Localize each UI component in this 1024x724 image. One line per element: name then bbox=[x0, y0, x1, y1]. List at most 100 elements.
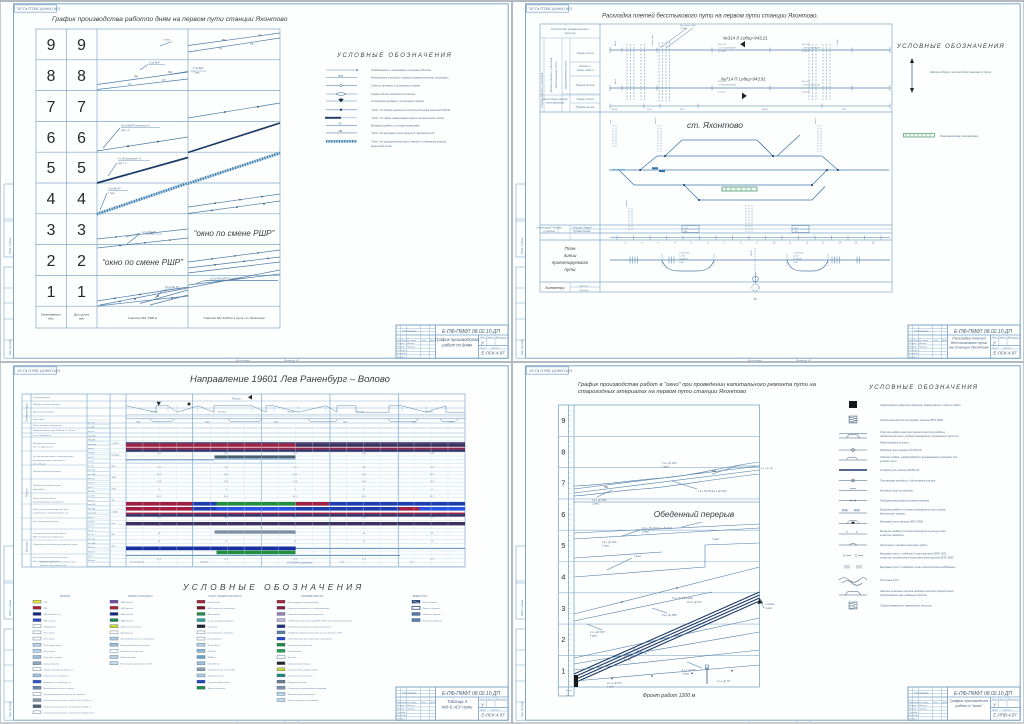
svg-text:бесстыкового пути: бесстыкового пути bbox=[951, 341, 988, 345]
svg-text:25 м сварн. рельсы: 25 м сварн. рельсы bbox=[43, 657, 63, 659]
svg-text:з/уд: з/уд bbox=[111, 545, 115, 548]
svg-text:12,4: 12,4 bbox=[362, 480, 367, 483]
svg-text:Р65 с Волжск. з-д: Р65 с Волжск. з-д bbox=[44, 613, 62, 616]
svg-text:УУ: УУ bbox=[128, 82, 132, 86]
svg-text:Рихтовка пути.: Рихтовка пути. bbox=[880, 578, 900, 582]
svg-text:вход: вход bbox=[609, 120, 612, 124]
svg-text:442,5: 442,5 bbox=[614, 40, 617, 46]
svg-text:L=60: L=60 bbox=[793, 262, 799, 264]
svg-text:3: 3 bbox=[77, 222, 86, 239]
svg-text:Е-ПФ-ПМФТ 08.02.10 ДП: Е-ПФ-ПМФТ 08.02.10 ДП bbox=[442, 691, 500, 697]
svg-text:9: 9 bbox=[47, 37, 56, 54]
svg-text:в: в bbox=[567, 693, 568, 695]
svg-text:нов. услов: нов. услов bbox=[88, 444, 96, 446]
svg-text:балластной призмы.: балластной призмы. bbox=[880, 511, 906, 515]
svg-text:дл. 29,97: дл. 29,97 bbox=[88, 426, 95, 429]
svg-text:Менее 20 см: Менее 20 см bbox=[208, 645, 221, 647]
svg-text:3 в.з. Дч ИЧУ: 3 в.з. Дч ИЧУ bbox=[662, 462, 677, 465]
svg-text:УУ: УУ bbox=[162, 78, 166, 82]
svg-text:расч. к: расч. к bbox=[87, 556, 93, 558]
svg-text:2000 шт./км: 2000 шт./км bbox=[120, 608, 134, 610]
svg-text:Пассажирская платформа: Пассажирская платформа bbox=[940, 134, 978, 138]
svg-text:Число негодных шпал с: Число негодных шпал с bbox=[33, 497, 57, 500]
svg-text:Опробывание и смазывание стыко: Опробывание и смазывание стыковых болтов bbox=[371, 68, 431, 72]
svg-text:Мосты и насыпи, переезды: Мосты и насыпи, переезды bbox=[33, 403, 61, 406]
svg-text:Оформленное закрытие перегона: Оформленное закрытие перегона, правка ма… bbox=[880, 403, 962, 407]
svg-text:12,4: 12,4 bbox=[340, 561, 345, 564]
svg-text:4 х 30 монолитн - 3: 4 х 30 монолитн - 3 bbox=[118, 158, 142, 161]
svg-text:Е-ЛСК-4.97: Е-ЛСК-4.97 bbox=[481, 351, 505, 356]
svg-text:конец плети: конец плети bbox=[577, 68, 594, 72]
svg-text:57,2: 57,2 bbox=[157, 559, 162, 561]
svg-text:8 в.з. Дч ПБЗ: 8 в.з. Дч ПБЗ bbox=[662, 614, 677, 617]
svg-text:+0,77/10,0/265,007: +0,77/10,0/265,007 bbox=[718, 48, 737, 50]
svg-text:6+75,00: 6+75,00 bbox=[718, 51, 726, 53]
svg-text:II кл: II кл bbox=[112, 523, 116, 525]
svg-text:9: 9 bbox=[561, 416, 565, 425]
svg-text:Боковой с дефект: Боковой с дефект bbox=[423, 613, 441, 616]
svg-text:Выправка пути машины ВПО-3000.: Выправка пути машины ВПО-3000. bbox=[880, 520, 924, 524]
svg-text:скл. 25: скл. 25 bbox=[88, 526, 93, 528]
svg-text:7: 7 bbox=[723, 243, 725, 245]
svg-text:Е-ЛСК-4.97: Е-ЛСК-4.97 bbox=[993, 351, 1017, 356]
svg-text:10 см Вц РУ: 10 см Вц РУ bbox=[165, 286, 179, 289]
svg-text:расч. к: расч. к bbox=[87, 487, 93, 489]
svg-text:Е-ПФ-ПМФТ 08.02.10 ДП: Е-ПФ-ПМФТ 08.02.10 ДП bbox=[954, 691, 1012, 697]
svg-text:7: 7 bbox=[561, 479, 565, 488]
svg-text:57,2: 57,2 bbox=[430, 559, 435, 561]
svg-text:за 50% отл. Волгоградский отл: за 50% отл. Волгоградский отл на отл. ре… bbox=[287, 632, 343, 635]
svg-text:12,4: 12,4 bbox=[157, 480, 162, 483]
svg-text:1249: 1249 bbox=[136, 420, 141, 423]
svg-text:Деревянные: Деревянные bbox=[120, 633, 134, 635]
svg-text:843,21: 843,21 bbox=[762, 108, 768, 111]
svg-text:УСЛОВНЫЕ ОБОЗНАЧЕНИЯ: УСЛОВНЫЕ ОБОЗНАЧЕНИЯ bbox=[868, 385, 978, 391]
svg-text:Одиночный выход рельс, шт.км б: Одиночный выход рельс, шт.км более 21 Во… bbox=[44, 712, 96, 715]
svg-text:вокзал/В эт.: вокзал/В эт. bbox=[33, 489, 46, 491]
svg-text:Замена балласта: Замена балласта bbox=[208, 688, 226, 690]
svg-text:2 маш: 2 маш bbox=[601, 545, 609, 548]
svg-text:12: 12 bbox=[225, 541, 228, 543]
svg-text:WW: WW bbox=[842, 509, 849, 513]
svg-text:25: 25 bbox=[430, 525, 434, 527]
svg-text:Уклоноуказ. батам: Уклоноуказ. батам bbox=[536, 225, 561, 229]
svg-text:50: 50 bbox=[363, 533, 366, 535]
svg-text:РОД И ТОЛЩИНА БАЛЛАСТА: РОД И ТОЛЩИНА БАЛЛАСТА bbox=[208, 595, 242, 598]
svg-text:ПН: ПН bbox=[258, 34, 262, 38]
svg-text:25/18: 25/18 bbox=[111, 489, 118, 491]
svg-text:L=1200: L=1200 bbox=[680, 28, 688, 30]
svg-text:старогодных атериалах на перво: старогодных атериалах на первом пути ста… bbox=[578, 389, 747, 395]
svg-text:Установка путевых и сигнальных: Установка путевых и сигнальных знаков bbox=[371, 99, 424, 103]
svg-text:Термоупрочн.: Термоупрочн. bbox=[44, 626, 58, 628]
svg-text:тип рельсов: тип рельсов bbox=[33, 464, 46, 466]
svg-text:8: 8 bbox=[47, 68, 56, 85]
svg-text:2: 2 bbox=[561, 635, 565, 644]
svg-text:Гравий и ракушечниковый: Гравий и ракушечниковый bbox=[208, 619, 234, 622]
svg-text:6,25: 6,25 bbox=[224, 453, 229, 455]
svg-text:План: План bbox=[564, 246, 575, 251]
svg-text:Средний: Средний bbox=[288, 656, 297, 659]
svg-text:Натяжка шпал по меткам.: Натяжка шпал по меткам. bbox=[880, 489, 914, 493]
svg-text:1249: 1249 bbox=[205, 420, 210, 423]
svg-text:ВРЧ, тек.№ шпал с Кировогод.: ВРЧ, тек.№ шпал с Кировогод. bbox=[33, 536, 64, 539]
svg-text:373: 373 bbox=[224, 467, 228, 469]
svg-text:тек. рем: тек. рем bbox=[88, 470, 96, 472]
svg-text:График производства работпо дн: График производства работпо дням на перв… bbox=[52, 15, 288, 23]
svg-text:41,2: 41,2 bbox=[362, 495, 367, 498]
svg-text:Время: Время bbox=[566, 690, 573, 692]
svg-text:3 в.з. Дч ИЧУ: 3 в.з. Дч ИЧУ bbox=[602, 541, 617, 544]
svg-text:1249: 1249 bbox=[274, 420, 279, 423]
svg-text:Без балласта: Без балласта bbox=[208, 639, 223, 641]
svg-text:проп. 600: проп. 600 bbox=[88, 504, 96, 506]
svg-text:Восстан.: Восстан. bbox=[88, 491, 96, 493]
svg-text:7 пер: 7 пер bbox=[108, 192, 115, 195]
svg-text:8: 8 bbox=[561, 447, 565, 456]
svg-text:41,2: 41,2 bbox=[224, 495, 229, 498]
svg-text:Ур. рельса +25м: Ур. рельса +25м bbox=[680, 25, 696, 27]
svg-text:учет g: учет g bbox=[87, 448, 94, 450]
svg-text:25,9: 25,9 bbox=[156, 474, 162, 476]
svg-text:Сумма днями: Сумма днями bbox=[573, 229, 591, 233]
svg-text:Раскладка плетей бесстыкового: Раскладка плетей бесстыкового пути на пе… bbox=[602, 13, 818, 20]
svg-text:10: 10 bbox=[773, 243, 776, 245]
svg-text:3: 3 bbox=[561, 604, 565, 613]
svg-text:Негодные деревянные: Негодные деревянные bbox=[121, 650, 144, 653]
